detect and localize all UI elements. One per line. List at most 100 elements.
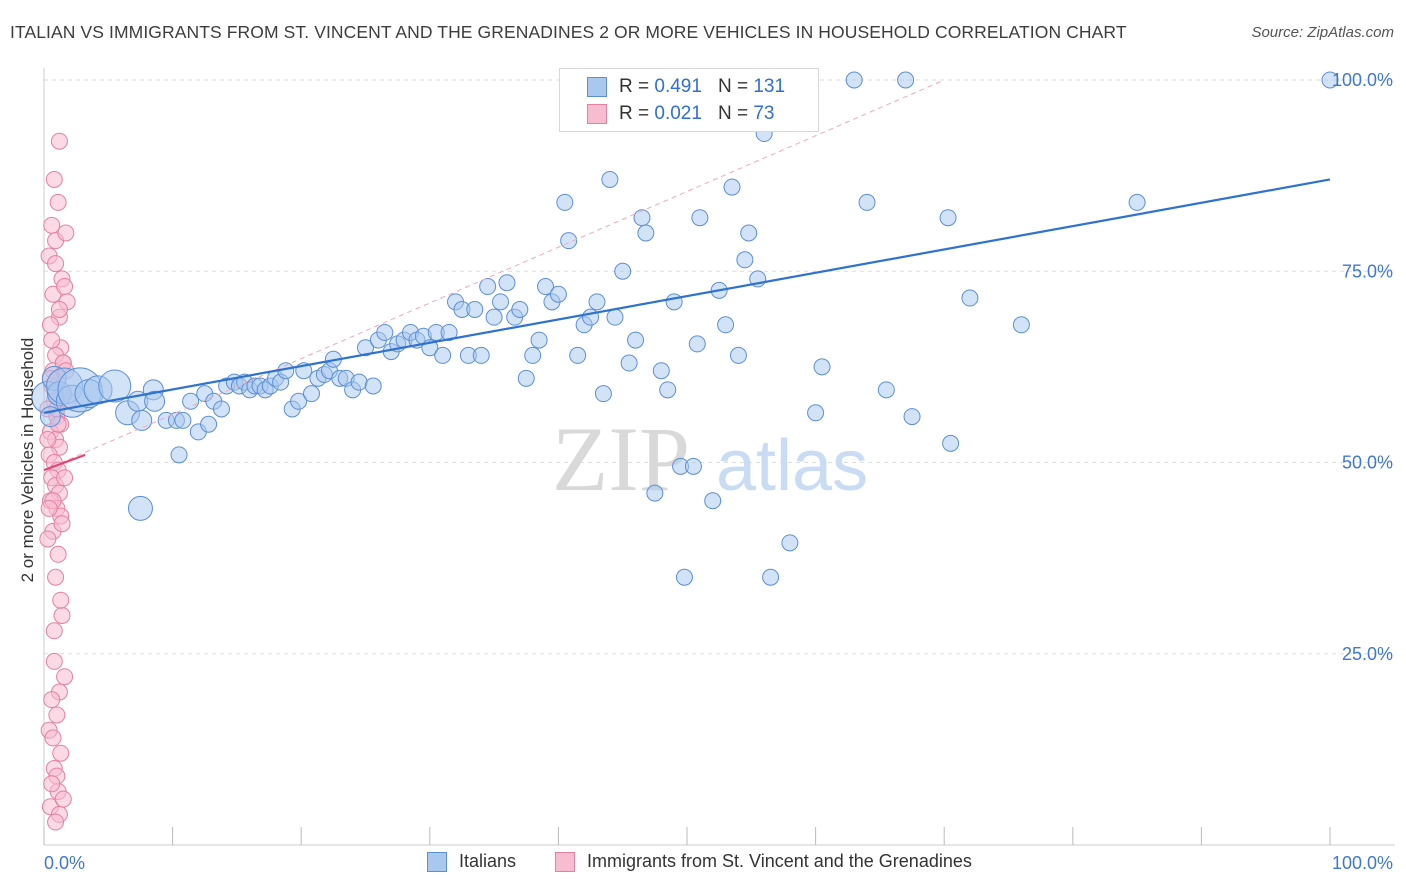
data-point-italians: [646, 484, 664, 502]
watermark-zip: ZIP: [552, 408, 690, 510]
data-point-immigrants: [43, 775, 61, 793]
data-point-italians: [357, 339, 374, 357]
data-point-italians: [942, 434, 960, 452]
chart-source: Source: ZipAtlas.com: [1251, 24, 1394, 41]
legend-item-label: Italians: [459, 851, 517, 871]
data-point-italians: [472, 346, 490, 364]
data-point-italians: [364, 377, 382, 395]
data-point-italians: [556, 193, 574, 211]
data-point-italians: [903, 408, 921, 426]
y-tick-label: 50.0%: [1342, 453, 1393, 473]
data-point-italians: [549, 285, 567, 303]
data-point-italians: [485, 308, 503, 326]
data-point-italians: [524, 346, 542, 364]
data-point-italians: [877, 381, 895, 399]
data-point-italians: [781, 534, 799, 552]
data-point-italians: [1012, 316, 1030, 334]
legend-swatch-blue: [427, 851, 447, 872]
data-point-italians: [174, 411, 192, 429]
data-point-italians: [588, 293, 606, 311]
data-point-italians: [652, 362, 670, 380]
series-legend: Italians Immigrants from St. Vincent and…: [0, 851, 1406, 879]
data-point-italians: [1128, 193, 1146, 211]
data-point-italians: [637, 224, 655, 242]
data-point-immigrants: [56, 278, 74, 296]
data-point-italians: [845, 71, 863, 89]
data-point-immigrants: [47, 568, 65, 586]
data-point-immigrants: [39, 431, 57, 449]
legend-item-label: Immigrants from St. Vincent and the Gren…: [587, 851, 972, 871]
data-point-immigrants: [57, 224, 75, 242]
data-point-italians: [200, 415, 218, 433]
data-point-italians: [594, 385, 612, 403]
legend-swatch-blue: [587, 77, 607, 97]
stats-legend: R = 0.491 N = 131 R = 0.021 N = 73: [559, 68, 819, 132]
data-point-italians: [665, 293, 683, 311]
data-point-immigrants: [47, 813, 65, 831]
legend-item-italians: Italians: [427, 851, 516, 872]
legend-swatch-pink: [555, 851, 575, 872]
legend-r-label: R =: [619, 103, 650, 124]
legend-r-value: 0.491: [654, 76, 702, 97]
data-point-italians: [704, 492, 722, 510]
data-point-immigrants: [49, 545, 67, 563]
x-tick-label: 100.0%: [1332, 853, 1393, 873]
data-point-italians: [897, 71, 915, 89]
series-immigrants-points: [39, 132, 77, 831]
data-point-italians: [434, 346, 452, 364]
data-point-italians: [620, 354, 638, 372]
data-point-immigrants: [54, 790, 72, 808]
legend-swatch-pink: [587, 104, 607, 124]
data-point-italians: [688, 335, 706, 353]
data-point-italians: [479, 278, 497, 296]
data-point-immigrants: [41, 316, 59, 334]
data-point-italians: [807, 404, 825, 422]
data-point-italians: [131, 409, 153, 431]
data-point-italians: [569, 346, 587, 364]
data-point-immigrants: [49, 193, 67, 211]
data-point-italians: [614, 262, 632, 280]
data-point-immigrants: [45, 652, 63, 670]
watermark: ZIP atlas: [552, 408, 868, 510]
legend-n-label: N =: [717, 76, 749, 97]
tick-labels: 25.0% 50.0% 75.0% 100.0% 0.0% 100.0%: [44, 70, 1393, 873]
legend-row-immigrants: R = 0.021 N = 73: [560, 100, 774, 128]
data-point-italians: [675, 568, 693, 586]
x-tick-label: 0.0%: [44, 853, 85, 873]
data-point-immigrants: [44, 729, 62, 747]
data-point-immigrants: [43, 216, 61, 234]
data-point-italians: [627, 331, 645, 349]
data-point-immigrants: [52, 744, 70, 762]
data-point-italians: [740, 224, 758, 242]
chart-title: ITALIAN VS IMMIGRANTS FROM ST. VINCENT A…: [10, 22, 1127, 42]
data-point-italians: [517, 369, 535, 387]
data-point-immigrants: [50, 132, 68, 150]
data-point-italians: [1321, 71, 1339, 89]
data-point-italians: [302, 385, 320, 403]
data-point-italians: [813, 358, 831, 376]
data-point-italians: [961, 289, 979, 307]
data-point-italians: [98, 369, 132, 403]
data-point-italians: [684, 457, 702, 475]
data-point-italians: [182, 392, 200, 410]
data-point-italians: [290, 392, 308, 410]
data-point-immigrants: [39, 530, 57, 548]
data-point-italians: [691, 209, 709, 227]
data-point-italians: [127, 495, 153, 521]
legend-item-immigrants: Immigrants from St. Vincent and the Gren…: [555, 851, 972, 872]
data-point-italians: [144, 390, 166, 412]
data-point-immigrants: [45, 170, 63, 188]
data-point-italians: [537, 278, 555, 296]
data-point-immigrants: [53, 607, 71, 624]
data-point-italians: [466, 301, 484, 318]
grid-layer: [44, 79, 1395, 655]
data-point-italians: [729, 346, 747, 364]
trend-line-italians: [43, 178, 1331, 414]
data-point-italians: [858, 193, 876, 211]
data-point-immigrants: [53, 515, 71, 533]
data-point-italians: [492, 293, 510, 311]
data-point-italians: [530, 331, 548, 349]
data-point-italians: [170, 446, 188, 464]
data-point-immigrants: [43, 331, 61, 349]
data-point-immigrants: [50, 301, 68, 318]
